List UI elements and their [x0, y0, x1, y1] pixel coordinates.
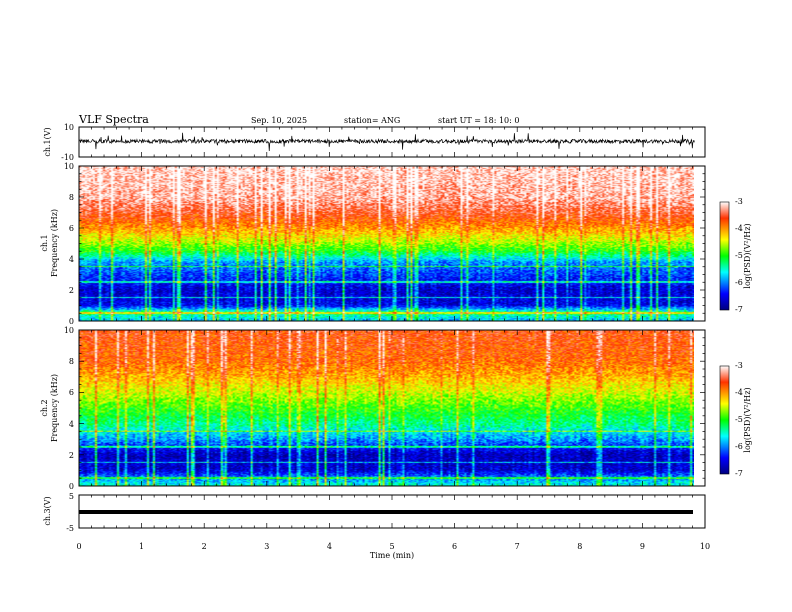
- ch1-voltage-ylabel: ch.1(V): [43, 127, 52, 156]
- ch3-ytick-bottom: -5: [66, 524, 74, 533]
- spec2-ytick: 2: [69, 451, 74, 460]
- spec1-ytick: 4: [69, 255, 74, 264]
- cb1-tick: -4: [735, 224, 743, 233]
- spec2-ytick: 8: [69, 357, 74, 366]
- x-tick-label: 8: [577, 542, 582, 551]
- x-axis-label: Time (min): [370, 551, 414, 560]
- ch1-spectrogram-image: [79, 166, 694, 321]
- x-tick-label: 3: [264, 542, 269, 551]
- x-tick-label: 7: [515, 542, 520, 551]
- ch3-voltage-panel: 5 -5 ch.3(V): [43, 492, 706, 533]
- spec1-ytick: 0: [69, 317, 74, 326]
- ch1-colorbar: -3 -4 -5 -6 -7 log(PSD)(V²/Hz): [719, 197, 752, 314]
- x-tick-marks: [78, 127, 706, 528]
- x-tick-label: 2: [202, 542, 207, 551]
- ch2-colorbar: -3 -4 -5 -6 -7 log(PSD)(V²/Hz): [719, 361, 752, 478]
- x-tick-label: 1: [139, 542, 144, 551]
- ch2-spectrogram-image: [79, 330, 694, 486]
- x-tick-label: 0: [76, 542, 81, 551]
- ch1-voltage-line: [78, 132, 695, 152]
- ch1-ytick-bottom: -10: [61, 153, 74, 162]
- ch2-spectrogram-panel: 0 2 4 6 8 10 ch.2 Frequency (kHz) -3 -4 …: [40, 326, 752, 491]
- x-tick-label: 5: [389, 542, 394, 551]
- ch1-ytick-top: 10: [64, 123, 74, 132]
- x-tick-label: 4: [327, 542, 332, 551]
- cb2-tick: -7: [735, 469, 743, 478]
- cb2-tick: -3: [735, 361, 743, 370]
- ch1-voltage-panel: 10 -10 ch.1(V): [43, 123, 706, 162]
- start-ut-label: start UT = 18: 10: 0: [438, 116, 519, 125]
- cb1-tick: -3: [735, 197, 743, 206]
- ch3-ytick-top: 5: [69, 492, 74, 501]
- spec2-ylabel-line2: Frequency (kHz): [50, 374, 59, 442]
- spec2-ylabel-line1: ch.2: [40, 399, 49, 416]
- ch1-voltage-trace: [78, 132, 695, 152]
- spec2-ytick: 0: [69, 482, 74, 491]
- spec2-ytick: 4: [69, 420, 74, 429]
- ch3-voltage-ylabel: ch.3(V): [43, 496, 52, 525]
- cb1-tick: -6: [735, 278, 743, 287]
- x-tick-label: 9: [640, 542, 645, 551]
- spec2-ytick: 6: [69, 388, 74, 397]
- date-label: Sep. 10, 2025: [251, 116, 307, 125]
- spec1-ylabel-line2: Frequency (kHz): [50, 209, 59, 277]
- cb2-tick: -4: [735, 388, 743, 397]
- cb1-label: log(PSD)(V²/Hz): [743, 223, 752, 288]
- spec1-ytick: 6: [69, 224, 74, 233]
- spec1-ylabel-line1: ch.1: [40, 234, 49, 251]
- spec2-ytick: 10: [64, 326, 74, 335]
- spec1-ytick: 2: [69, 286, 74, 295]
- ch1-spectrogram-panel: 0 2 4 6 8 10 ch.1 Frequency (kHz) -3 -4 …: [40, 162, 752, 326]
- ch2-spectrogram-yticks: 0 2 4 6 8 10: [64, 326, 74, 491]
- cb2-label: log(PSD)(V²/Hz): [743, 387, 752, 452]
- cb1-tick: -7: [735, 305, 743, 314]
- station-label: station= ANG: [344, 116, 400, 125]
- cb2-tick: -6: [735, 442, 743, 451]
- ch1-spectrogram-yticks: 0 2 4 6 8 10: [64, 162, 74, 326]
- figure-title: VLF Spectra: [78, 113, 149, 126]
- cb2-tick: -5: [735, 415, 743, 424]
- x-tick-label: 10: [700, 542, 710, 551]
- ch3-voltage-trace: [79, 510, 693, 514]
- cb1-tick: -5: [735, 251, 743, 260]
- spec1-ytick: 10: [64, 162, 74, 171]
- spec1-ytick: 8: [69, 193, 74, 202]
- x-tick-label: 6: [452, 542, 457, 551]
- y-tick-marks: [79, 165, 705, 487]
- x-axis-ticklabels: 0 1 2 3 4 5 6 7 8 9 10: [76, 542, 710, 551]
